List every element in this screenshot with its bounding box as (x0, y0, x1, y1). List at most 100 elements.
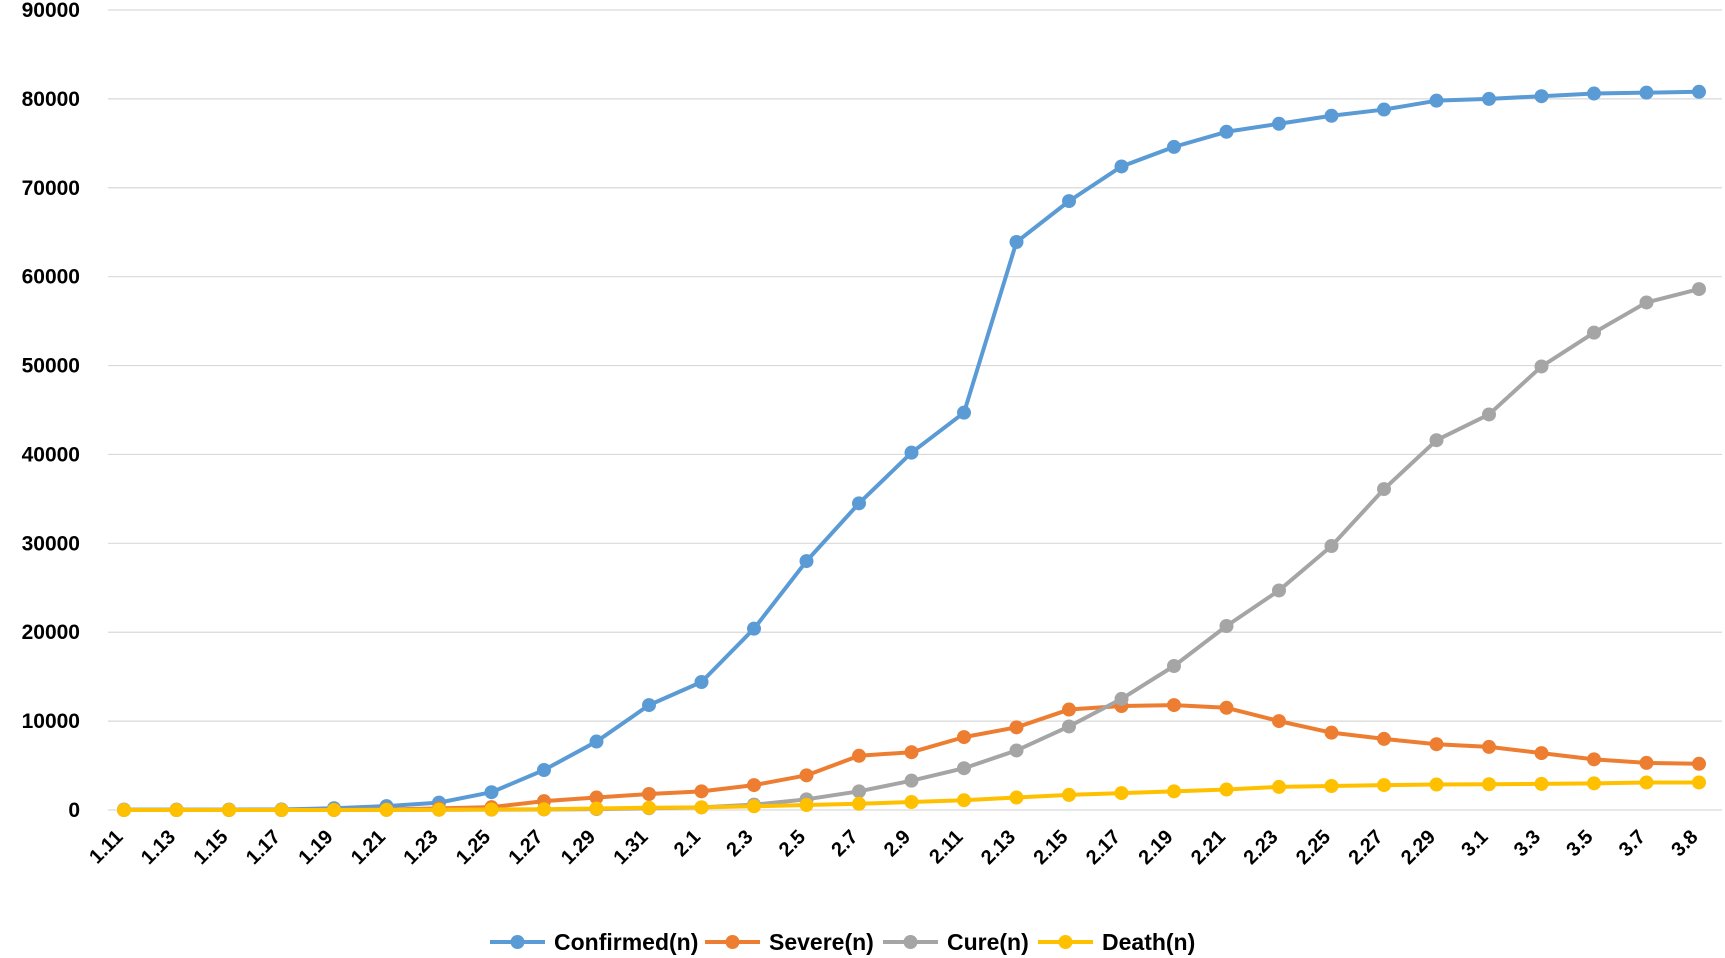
data-point (799, 768, 814, 783)
data-point (1009, 720, 1024, 735)
data-point (1639, 295, 1654, 310)
series-line (122, 287, 1701, 812)
data-point (852, 748, 866, 763)
legend: Confirmed(n) Severe(n) Cure(n) Death(n) (490, 929, 1195, 955)
data-point (1324, 539, 1339, 553)
x-tick-label: 2.5 (775, 826, 810, 861)
data-point (1534, 89, 1549, 104)
x-tick-label: 3.3 (1510, 826, 1545, 861)
data-point (904, 773, 919, 788)
x-tick-label: 2.17 (1082, 826, 1125, 869)
x-tick-label: 2.9 (880, 826, 915, 861)
x-tick-label: 2.19 (1134, 826, 1177, 869)
x-tick-label: 1.13 (137, 826, 180, 869)
x-tick-label: 3.1 (1457, 826, 1492, 861)
data-point (852, 784, 866, 799)
x-tick-label: 1.17 (242, 826, 285, 869)
legend-item: Confirmed(n) (490, 929, 698, 955)
data-point (274, 802, 289, 817)
data-point (1587, 86, 1601, 101)
x-tick-label: 2.15 (1029, 826, 1072, 869)
data-point (1534, 359, 1549, 374)
data-point (1009, 743, 1024, 758)
data-point (799, 554, 814, 569)
data-point (904, 795, 919, 809)
data-point (1377, 482, 1391, 497)
data-point (747, 778, 761, 793)
data-point (1167, 698, 1181, 713)
x-tick-label: 1.21 (347, 826, 390, 869)
data-point (1587, 776, 1601, 791)
data-point (1324, 108, 1339, 123)
x-tick-label: 1.19 (294, 826, 337, 869)
data-point (1272, 583, 1286, 598)
y-tick-label: 70000 (22, 177, 80, 200)
x-tick-label: 2.21 (1187, 826, 1230, 869)
data-point (1062, 787, 1076, 802)
series-layer (117, 84, 1706, 817)
y-tick-label: 90000 (22, 0, 80, 22)
data-point (1482, 739, 1496, 754)
legend-label: Death(n) (1102, 929, 1195, 955)
data-point (1009, 790, 1024, 805)
data-point (1114, 786, 1129, 801)
data-point (1062, 194, 1076, 209)
data-point (327, 802, 341, 817)
data-point (1692, 282, 1706, 297)
data-point (747, 799, 761, 814)
data-point (589, 801, 604, 816)
legend-label: Confirmed(n) (554, 929, 698, 955)
data-point (1429, 777, 1444, 792)
x-tick-label: 1.23 (399, 826, 442, 869)
x-tick-label: 1.31 (609, 826, 652, 869)
series-death-n (117, 775, 1706, 817)
x-tick-label: 2.29 (1397, 826, 1440, 869)
data-point (852, 796, 866, 811)
data-point (1639, 775, 1654, 790)
data-point (1272, 116, 1286, 131)
y-tick-label: 50000 (22, 355, 80, 378)
data-point (589, 734, 604, 749)
data-point (1639, 755, 1654, 770)
data-point (484, 785, 499, 800)
data-point (957, 730, 971, 745)
y-tick-label: 10000 (22, 710, 80, 733)
data-point (642, 698, 656, 713)
data-point (1324, 779, 1339, 793)
x-tick-label: 1.11 (85, 826, 127, 868)
x-tick-label: 2.7 (827, 826, 862, 861)
data-point (1587, 325, 1601, 340)
x-tick-label: 1.25 (452, 826, 495, 869)
y-tick-label: 60000 (22, 266, 80, 289)
data-point (1429, 737, 1444, 752)
data-point (1114, 159, 1129, 174)
data-point (904, 745, 919, 760)
legend-label: Cure(n) (947, 929, 1029, 955)
x-tick-label: 2.1 (670, 826, 705, 861)
data-point (694, 784, 709, 799)
data-point (1692, 756, 1706, 771)
y-tick-label: 80000 (22, 88, 80, 111)
data-point (1219, 619, 1234, 633)
legend-swatch-marker (903, 935, 918, 949)
data-point (1482, 91, 1496, 106)
data-point (694, 675, 709, 689)
x-tick-label: 2.25 (1292, 826, 1335, 869)
data-point (1009, 235, 1024, 249)
data-point (904, 445, 919, 460)
data-point (1219, 782, 1234, 797)
data-point (537, 763, 551, 777)
data-point (117, 802, 131, 817)
data-point (1534, 776, 1549, 791)
data-point (957, 761, 971, 776)
x-tick-label: 3.5 (1562, 826, 1597, 861)
data-point (1377, 778, 1391, 793)
data-point (1639, 85, 1654, 100)
legend-swatch-marker (1058, 935, 1073, 949)
data-point (1324, 725, 1339, 740)
y-tick-label: 0 (68, 799, 80, 822)
data-point (957, 405, 971, 420)
x-tick-label: 2.27 (1344, 826, 1387, 869)
data-point (957, 793, 971, 808)
